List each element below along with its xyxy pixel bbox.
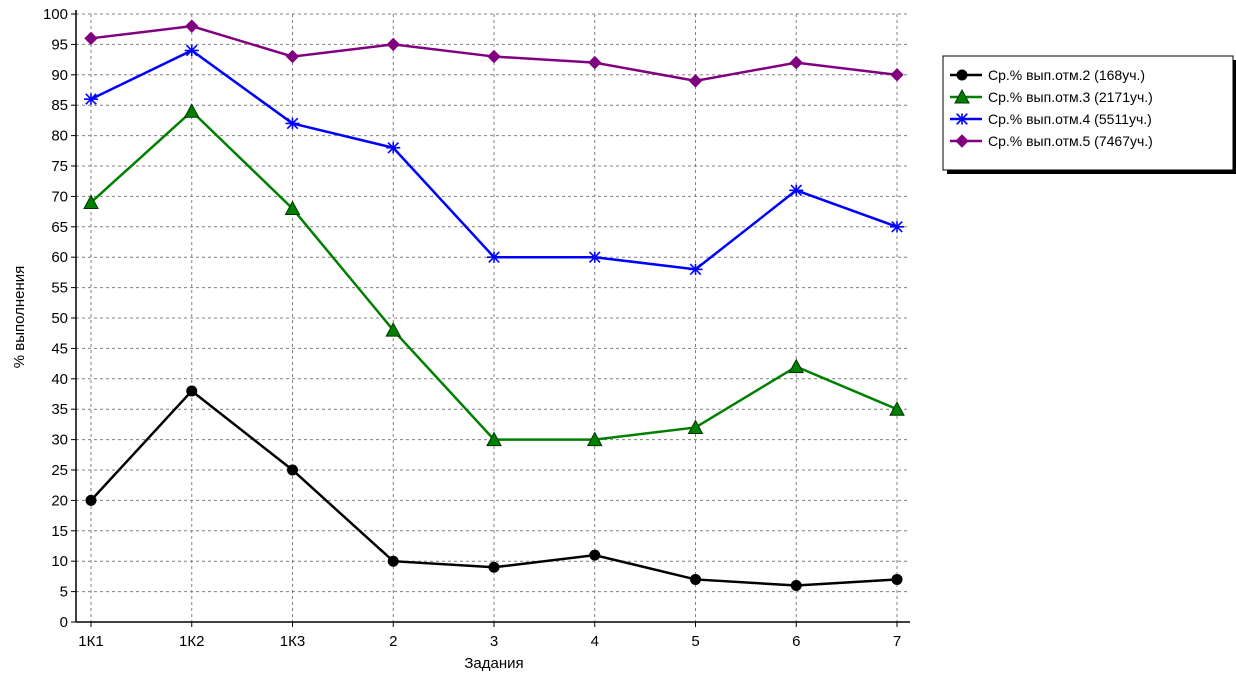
data-point [891, 573, 903, 585]
y-tick-label: 45 [51, 340, 68, 357]
series-3 [84, 44, 904, 276]
data-point [956, 69, 968, 81]
data-point [790, 580, 802, 592]
data-point [85, 494, 97, 506]
data-point [488, 561, 500, 573]
y-tick-label: 50 [51, 310, 68, 327]
data-point [386, 141, 401, 154]
y-tick-label: 20 [51, 492, 68, 509]
data-point [889, 401, 905, 416]
y-tick-label: 100 [43, 6, 68, 23]
data-point [486, 431, 502, 447]
data-point [287, 464, 298, 476]
y-tick-label: 60 [51, 249, 68, 266]
data-point [487, 49, 501, 64]
y-tick-label: 80 [51, 128, 68, 145]
axes [71, 10, 910, 627]
data-point [589, 549, 601, 561]
data-point [285, 117, 300, 130]
series-area [83, 19, 905, 592]
y-tick-label: 65 [51, 219, 68, 236]
x-tick-label: 3 [490, 633, 498, 650]
y-tick-label: 35 [51, 401, 68, 418]
y-tick-label: 25 [51, 462, 68, 479]
data-point [687, 419, 704, 434]
x-tick-label: 7 [893, 633, 901, 650]
legend-item-1: Ср.% вып.отм.2 (168уч.) [950, 67, 1145, 83]
data-point [890, 68, 904, 82]
y-tick-label: 95 [51, 36, 68, 53]
data-point [955, 113, 969, 125]
x-tick-label: 2 [389, 633, 397, 650]
y-tick-label: 40 [51, 371, 68, 388]
legend-label: Ср.% вып.отм.5 (7467уч.) [988, 133, 1153, 149]
series-1 [85, 385, 903, 592]
data-point [84, 31, 98, 46]
data-point [588, 55, 602, 70]
y-tick-label: 30 [51, 432, 68, 449]
legend: Ср.% вып.отм.2 (168уч.) Ср.% вып.отм.3 (2… [942, 55, 1236, 174]
data-point [487, 251, 501, 264]
y-tick-label: 90 [51, 67, 68, 84]
series-4 [84, 19, 904, 88]
data-point [183, 103, 200, 118]
y-tick-label: 75 [51, 158, 68, 175]
tick-labels: 0510152025303540455055606570758085909510… [43, 6, 901, 650]
y-tick-label: 0 [60, 614, 68, 631]
data-point [890, 220, 904, 233]
y-tick-label: 70 [51, 188, 68, 205]
grid [76, 13, 910, 622]
y-tick-label: 55 [51, 280, 68, 297]
x-tick-label: 5 [691, 633, 699, 650]
data-point [955, 134, 969, 148]
data-point [789, 184, 804, 197]
data-point [690, 573, 701, 585]
data-point [185, 19, 199, 33]
legend-item-4: Ср.% вып.отм.5 (7467уч.) [950, 133, 1153, 149]
x-tick-label: 1К1 [78, 633, 103, 650]
y-tick-label: 15 [51, 523, 68, 540]
x-tick-label: 1К3 [280, 633, 305, 650]
data-point [285, 49, 300, 64]
x-axis-title: Задания [464, 655, 523, 672]
data-point [186, 385, 198, 397]
data-point [284, 200, 301, 216]
data-point [587, 251, 602, 264]
legend-label: Ср.% вып.отм.2 (168уч.) [988, 67, 1145, 83]
legend-item-2: Ср.% вып.отм.3 (2171уч.) [950, 88, 1153, 105]
data-point [184, 44, 199, 57]
x-tick-label: 6 [792, 633, 800, 650]
data-point [84, 93, 98, 105]
data-point [954, 88, 970, 104]
y-tick-label: 5 [60, 584, 68, 601]
x-tick-label: 1К2 [179, 633, 204, 650]
data-point [789, 55, 803, 70]
data-point [386, 37, 400, 52]
data-point [83, 194, 99, 209]
legend-box [942, 55, 1234, 171]
data-point [385, 322, 402, 337]
x-tick-label: 4 [591, 633, 599, 650]
data-point [688, 74, 703, 88]
series-2 [83, 103, 905, 447]
legend-label: Ср.% вып.отм.3 (2171уч.) [988, 89, 1153, 105]
y-tick-label: 85 [51, 97, 68, 114]
data-point [387, 555, 399, 567]
y-axis-title: % выполнения [11, 266, 28, 369]
legend-item-3: Ср.% вып.отм.4 (5511уч.) [950, 111, 1152, 127]
legend-label: Ср.% вып.отм.4 (5511уч.) [988, 111, 1152, 127]
data-point [688, 263, 703, 276]
data-point [788, 358, 805, 374]
y-tick-label: 10 [51, 553, 68, 570]
data-point [586, 431, 603, 447]
